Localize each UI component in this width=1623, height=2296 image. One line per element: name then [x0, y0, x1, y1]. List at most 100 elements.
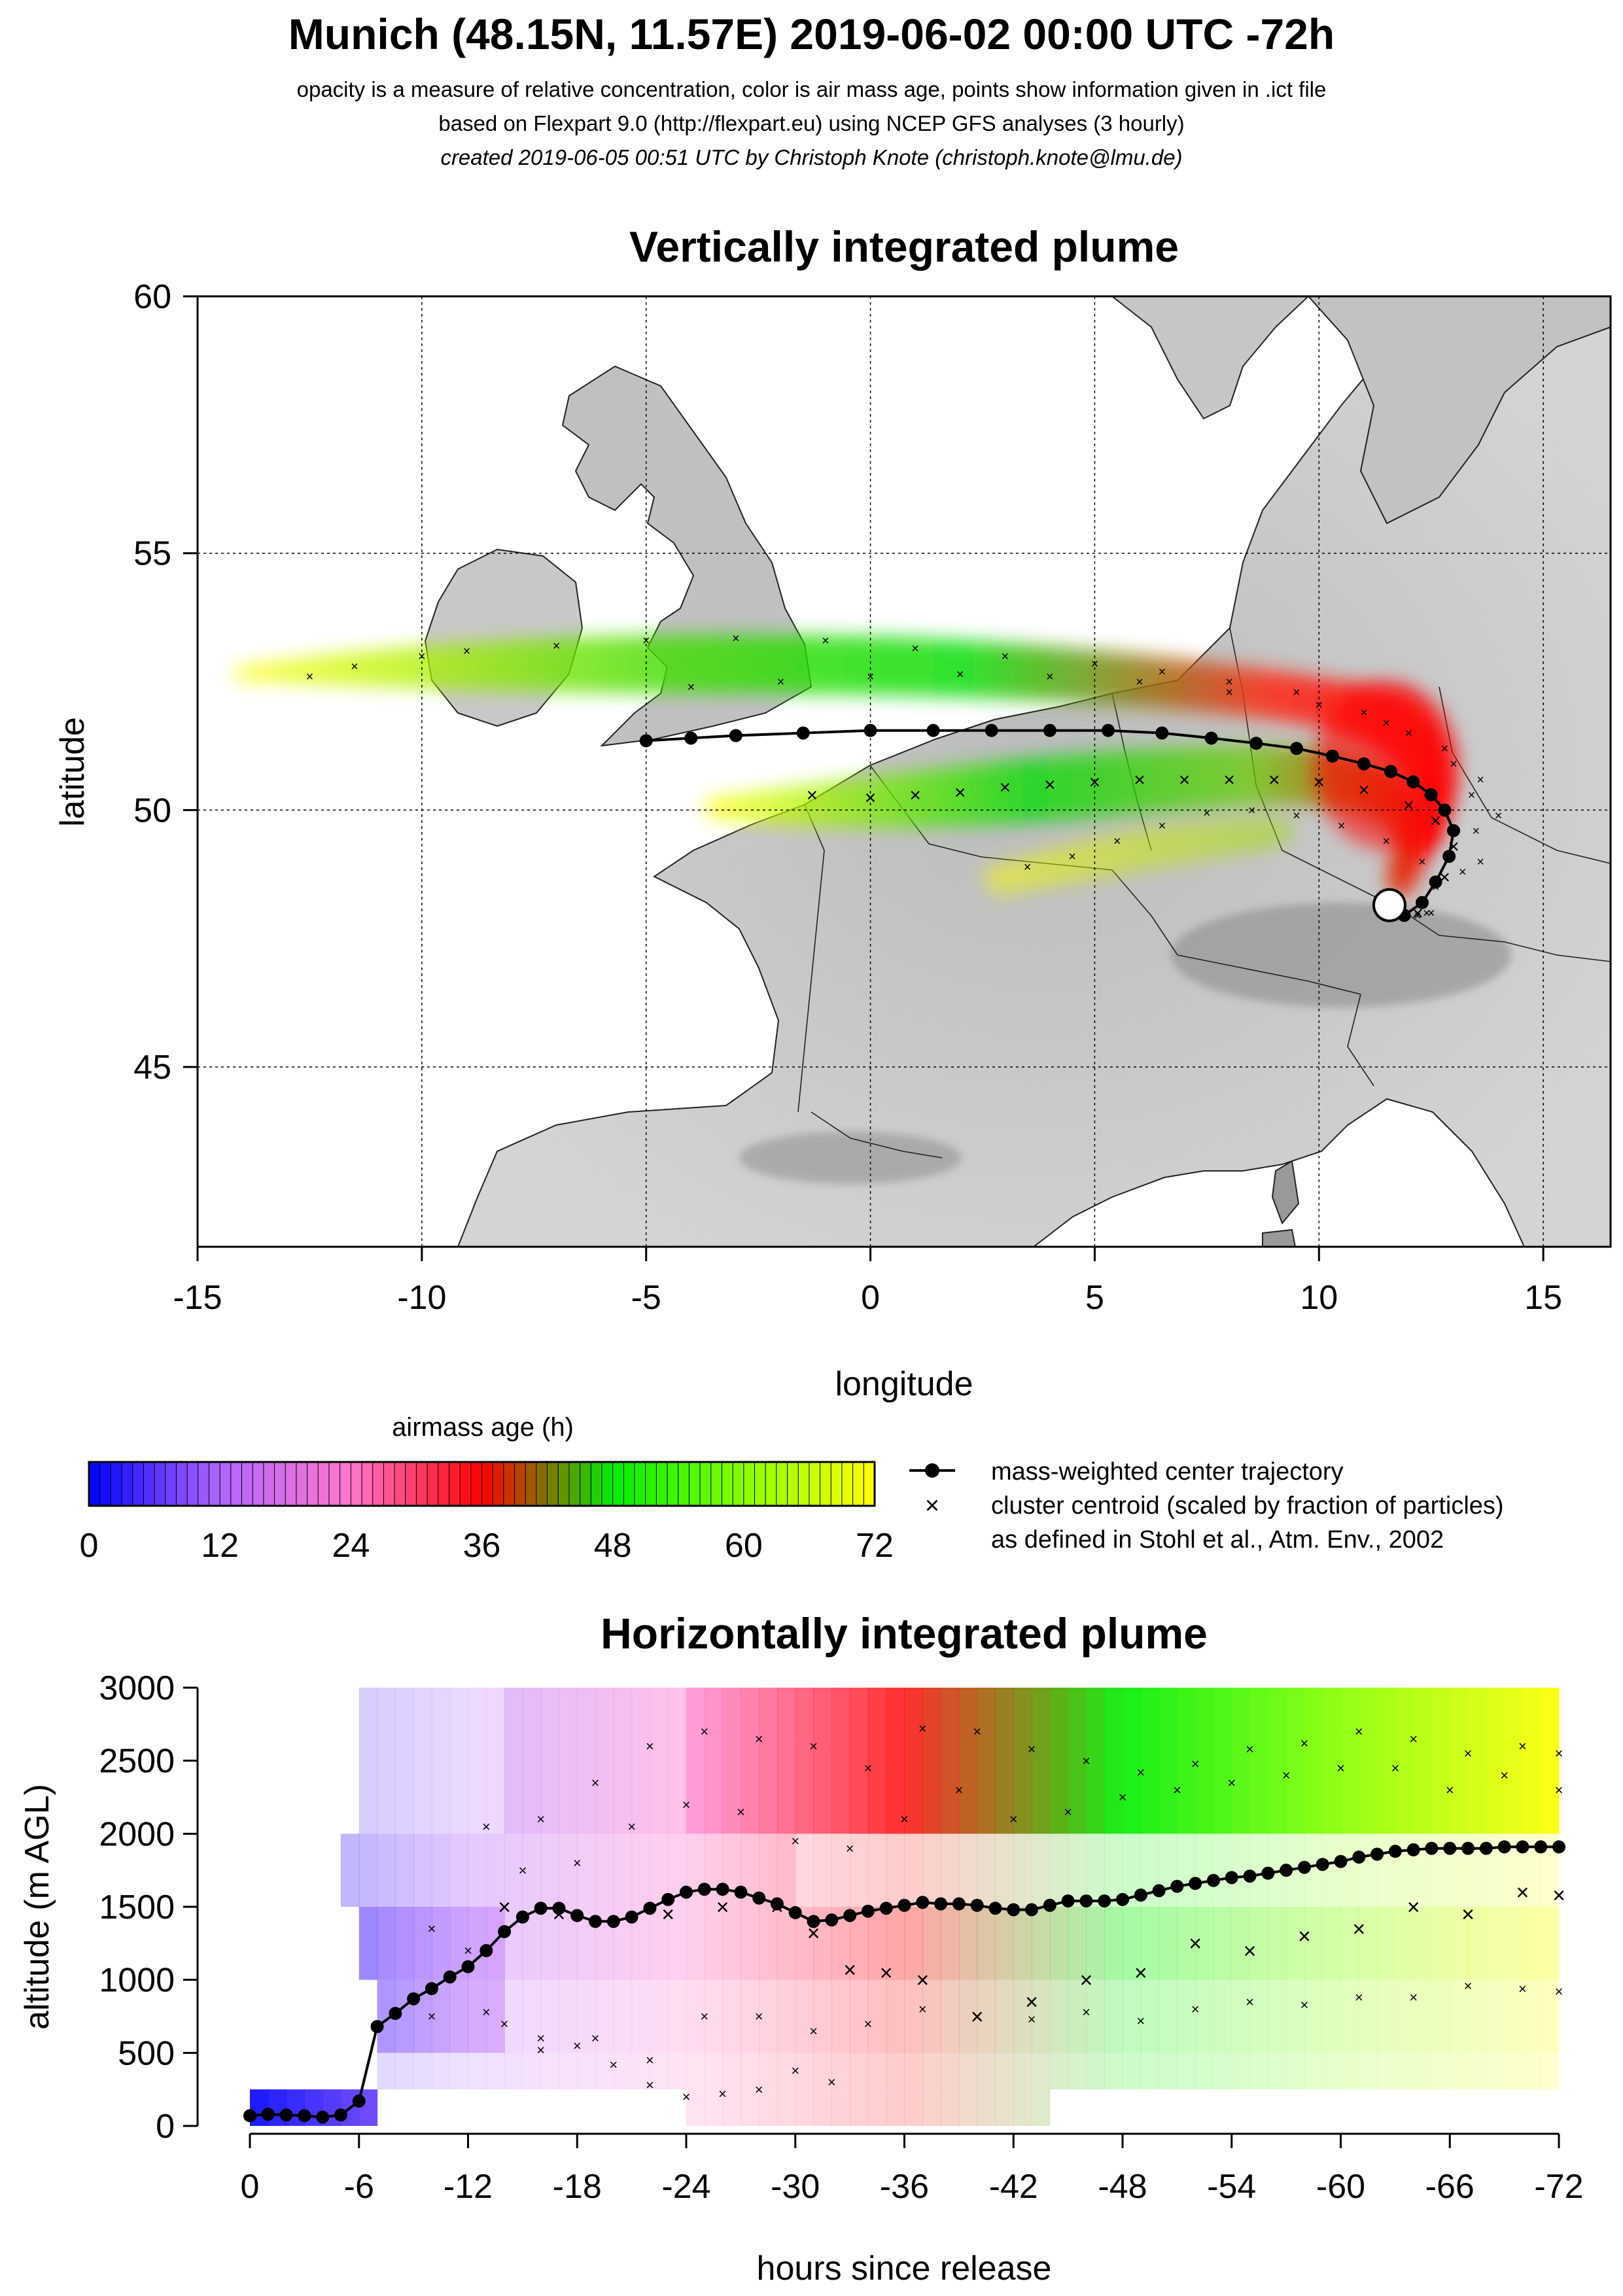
height-cell	[486, 2053, 505, 2090]
legend-dot-symbol	[925, 1463, 939, 1478]
height-cell	[1286, 1979, 1305, 2053]
map-cluster-centroid: ×	[1414, 909, 1422, 923]
height-cluster-centroid: ×	[900, 1811, 909, 1828]
height-cell	[413, 1834, 432, 1907]
height-cell	[395, 1688, 414, 1834]
map-cluster-centroid: ×	[1418, 855, 1426, 869]
height-cell	[668, 1979, 687, 2053]
map-center-trajectory-point	[639, 734, 653, 748]
legend: × mass-weighted center trajectory cluste…	[909, 1458, 1504, 1554]
height-cell	[1049, 1979, 1069, 2053]
height-cell	[1431, 1979, 1450, 2053]
colorbar-segment	[274, 1461, 287, 1506]
height-cell	[867, 1834, 887, 1907]
colorbar-frame	[88, 1461, 876, 1507]
height-cell	[1322, 1907, 1342, 1980]
height-cell	[540, 2053, 560, 2090]
colorbar-segment	[688, 1461, 701, 1506]
map-cluster-centroid: ×	[822, 634, 829, 648]
height-cell	[668, 1907, 687, 1980]
colorbar-segment	[820, 1461, 832, 1506]
height-cell	[631, 1688, 651, 1834]
height-center-trajectory-point	[389, 2007, 402, 2021]
height-cell	[722, 2089, 741, 2126]
colorbar	[88, 1461, 876, 1507]
colorbar-segment	[415, 1461, 428, 1506]
map-ytick-label: 55	[133, 535, 171, 573]
height-center-trajectory-point	[861, 1904, 875, 1918]
height-cell	[1268, 1979, 1287, 2053]
height-cell	[1486, 1688, 1505, 1834]
height-cell	[1504, 1907, 1524, 1980]
colorbar-segment	[340, 1461, 352, 1506]
map-cluster-centroid: ×	[1476, 855, 1484, 869]
height-cell	[886, 1907, 905, 1980]
height-cell	[1359, 2053, 1378, 2090]
height-cluster-centroid: ×	[1409, 1731, 1418, 1747]
height-cell	[1159, 1979, 1178, 2053]
height-cluster-centroid: ×	[864, 2015, 872, 2032]
height-cell	[468, 1688, 487, 1834]
height-cluster-centroid: ×	[427, 1921, 436, 1937]
height-center-trajectory-point	[606, 1915, 620, 1928]
height-cluster-centroid: ×	[1064, 1804, 1072, 1820]
height-cell	[886, 1688, 905, 1834]
height-center-trajectory-point	[443, 1970, 457, 1984]
map-xtick-label: 5	[1085, 1279, 1104, 1317]
colorbar-segment	[427, 1461, 439, 1506]
map-cluster-centroid: ×	[1448, 836, 1459, 858]
height-cell	[650, 1907, 669, 1980]
height-cell	[1032, 2053, 1051, 2090]
height-cell	[1123, 2053, 1142, 2090]
height-cluster-centroid: ×	[846, 1840, 854, 1856]
height-cell	[1123, 1979, 1142, 2053]
colorbar-segment	[459, 1461, 472, 1506]
height-xtick-label: -72	[1534, 2168, 1583, 2206]
map-xtick-label: -15	[173, 1279, 222, 1317]
height-cell	[413, 2053, 432, 2090]
height-cell	[977, 2089, 996, 2126]
plume-core	[1315, 680, 1459, 850]
height-cell	[777, 2053, 796, 2090]
height-cluster-centroid: ×	[954, 1782, 963, 1798]
height-cell	[941, 1834, 960, 1907]
height-cell	[1177, 2053, 1196, 2090]
height-cell	[1195, 1979, 1214, 2053]
height-cluster-centroid: ×	[682, 2089, 691, 2105]
colorbar-segment	[88, 1461, 101, 1506]
height-cell	[613, 1688, 633, 1834]
height-cell	[795, 1979, 814, 2053]
height-cell	[1013, 1979, 1032, 2053]
colorbar-segment	[296, 1461, 308, 1506]
height-cell	[704, 1979, 724, 2053]
height-cluster-centroid: ×	[755, 2081, 763, 2098]
height-cell	[1231, 1688, 1251, 1834]
colorbar-ticks: 0 12 24 36 48 60 72	[80, 1527, 894, 1565]
height-cluster-centroid: ×	[1552, 1883, 1565, 1908]
colorbar-segment	[492, 1461, 504, 1506]
height-cluster-centroid: ×	[536, 2030, 545, 2047]
height-cell	[1359, 1688, 1378, 1834]
height-cell	[358, 1907, 378, 1980]
height-xtick-label: -30	[771, 2168, 820, 2206]
height-cluster-centroid: ×	[646, 2077, 654, 2093]
height-center-trajectory-point	[1098, 1894, 1111, 1908]
height-center-trajectory-point	[1225, 1871, 1238, 1885]
map-cluster-centroid: ×	[642, 634, 650, 648]
map-center-trajectory-point	[985, 723, 998, 737]
map-center-trajectory-point	[1290, 742, 1303, 756]
height-cluster-centroid: ×	[627, 1818, 636, 1835]
height-cell	[595, 1979, 614, 2053]
height-cell	[413, 1907, 432, 1980]
height-cell	[377, 1688, 396, 1834]
height-center-trajectory-point	[898, 1898, 911, 1912]
map-cluster-centroid: ×	[1068, 850, 1076, 864]
height-cluster-centroid: ×	[1136, 1764, 1145, 1781]
height-cell	[395, 2053, 414, 2090]
plume-southwest-band	[981, 818, 1295, 896]
colorbar-segment	[110, 1461, 123, 1506]
map-cluster-centroid: ×	[1158, 819, 1166, 833]
height-center-trajectory-point	[934, 1897, 948, 1911]
height-center-trajectory-point	[534, 1902, 548, 1915]
height-center-trajectory-point	[1134, 1888, 1147, 1902]
